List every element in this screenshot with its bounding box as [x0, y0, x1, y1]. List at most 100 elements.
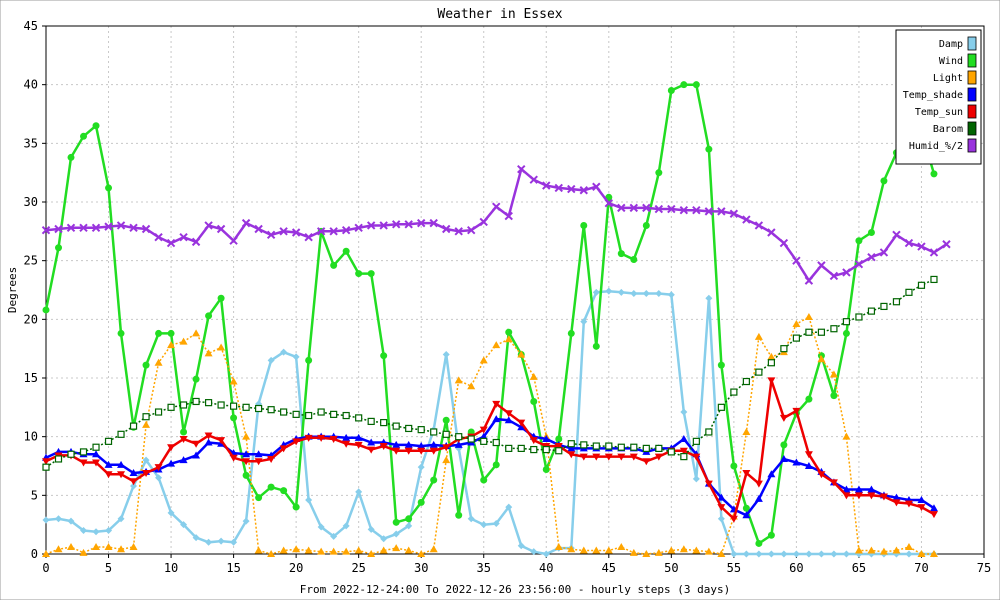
data-point-barom [255, 404, 263, 413]
data-point-humid-2 [742, 215, 751, 224]
data-point-barom [905, 288, 913, 296]
data-point-wind [205, 312, 213, 320]
data-point-light [467, 382, 476, 390]
data-point-humid-2 [41, 225, 51, 235]
data-point-wind [167, 329, 175, 337]
data-point-damp [155, 474, 163, 482]
data-point-light [754, 332, 763, 340]
data-point-damp [505, 503, 513, 511]
data-point-humid-2 [116, 221, 126, 230]
data-point-temp-sun [804, 451, 813, 459]
data-point-temp-shade [204, 438, 213, 446]
data-point-wind [67, 153, 75, 161]
data-point-temp-sun [279, 445, 288, 453]
series-line-wind [44, 83, 936, 546]
data-point-wind [630, 255, 638, 263]
data-point-wind [342, 247, 350, 255]
data-point-temp-sun [292, 438, 301, 446]
data-point-damp [192, 534, 200, 542]
series-wind [42, 81, 938, 547]
x-tick-label: 5 [105, 561, 112, 575]
data-point-damp [817, 550, 825, 558]
data-point-barom [192, 397, 200, 406]
data-point-temp-sun [904, 500, 913, 508]
data-point-wind [355, 270, 363, 278]
data-point-humid-2 [179, 232, 188, 242]
data-point-temp-shade [517, 423, 526, 431]
data-point-temp-shade [867, 485, 876, 493]
data-point-temp-sun [267, 455, 276, 463]
data-point-temp-sun [767, 377, 776, 385]
data-point-temp-sun [892, 499, 901, 507]
data-point-temp-sun [742, 470, 751, 478]
data-point-barom [305, 411, 313, 420]
data-point-light [229, 377, 238, 385]
data-point-barom [792, 334, 801, 342]
data-point-light [79, 548, 88, 556]
data-point-humid-2 [329, 227, 338, 236]
data-point-wind [230, 414, 238, 422]
data-point-barom [642, 444, 650, 452]
data-point-temp-sun [629, 453, 638, 461]
data-point-light [504, 335, 513, 343]
legend-swatch-barom [967, 121, 977, 136]
data-point-wind [780, 441, 788, 449]
data-point-barom [705, 428, 713, 436]
data-point-humid-2 [91, 223, 101, 233]
data-point-barom [742, 377, 750, 386]
data-point-temp-sun [142, 470, 151, 478]
data-point-humid-2 [754, 221, 764, 230]
data-point-temp-sun [679, 447, 688, 455]
data-point-humid-2 [842, 268, 851, 277]
data-point-light [54, 545, 63, 553]
data-point-temp-sun [117, 471, 126, 479]
data-point-barom [867, 307, 876, 315]
data-point-temp-sun [729, 515, 738, 523]
data-point-temp-shade [717, 493, 726, 501]
data-point-humid-2 [654, 204, 664, 214]
data-point-humid-2 [729, 209, 739, 218]
data-point-damp [355, 488, 363, 496]
data-point-temp-shade [404, 440, 413, 448]
data-point-humid-2 [467, 225, 476, 235]
data-point-light [692, 546, 701, 554]
data-point-wind [830, 392, 838, 400]
data-point-humid-2 [567, 184, 576, 194]
data-point-temp-shade [179, 456, 188, 464]
data-point-barom [755, 368, 763, 376]
data-point-wind [805, 395, 813, 403]
data-point-damp [580, 318, 588, 326]
data-point-barom [767, 359, 775, 367]
data-point-humid-2 [391, 220, 401, 229]
x-tick-label: 0 [42, 561, 49, 575]
y-tick-label: 15 [24, 371, 38, 385]
data-point-humid-2 [942, 240, 951, 249]
data-point-wind [930, 170, 938, 178]
x-tick-label: 35 [477, 561, 491, 575]
data-point-damp [167, 509, 175, 517]
data-point-barom [517, 444, 525, 452]
x-tick-label: 40 [539, 561, 553, 575]
data-point-wind [430, 476, 438, 484]
data-point-wind [617, 250, 625, 258]
series-group [41, 81, 951, 558]
data-point-barom [605, 442, 613, 450]
data-point-temp-shade [192, 451, 201, 459]
data-point-temp-shade [567, 444, 576, 452]
data-point-barom [817, 328, 826, 336]
data-point-barom [617, 443, 625, 451]
data-point-temp-shade [342, 433, 351, 441]
data-point-wind [392, 518, 400, 526]
data-point-barom [380, 418, 388, 427]
data-point-humid-2 [929, 248, 939, 257]
data-point-humid-2 [504, 211, 513, 221]
data-point-humid-2 [279, 227, 288, 236]
data-point-damp [730, 550, 738, 558]
data-point-temp-shade [367, 438, 376, 446]
data-point-humid-2 [542, 181, 551, 190]
data-point-humid-2 [792, 256, 801, 265]
data-point-temp-sun [354, 441, 363, 449]
data-point-light [167, 341, 176, 349]
data-point-humid-2 [679, 206, 689, 215]
